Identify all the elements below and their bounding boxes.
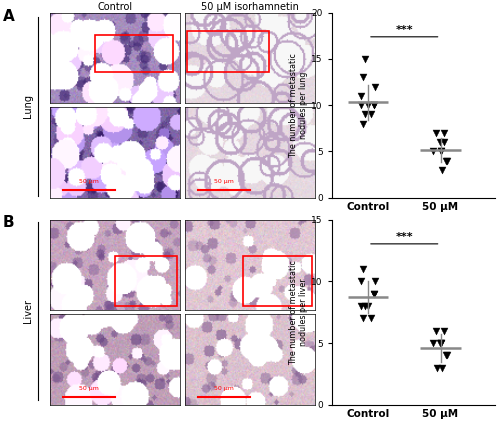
Point <box>368 111 376 118</box>
Point <box>436 340 444 346</box>
Point <box>440 139 448 146</box>
Point <box>357 303 365 310</box>
Point <box>370 83 378 90</box>
Point <box>357 102 365 109</box>
Point <box>437 148 445 155</box>
Text: ***: *** <box>396 232 413 242</box>
Point <box>359 120 367 127</box>
Point <box>437 340 445 346</box>
Text: 50 μm: 50 μm <box>79 386 99 391</box>
Point <box>438 148 446 155</box>
Point <box>358 266 366 273</box>
Point <box>361 55 369 62</box>
Text: 50 μm: 50 μm <box>79 179 99 184</box>
Y-axis label: The number of metastatic
nodules per lung: The number of metastatic nodules per lun… <box>289 53 308 158</box>
Bar <box>115 256 177 306</box>
Point <box>442 157 450 164</box>
Text: ***: *** <box>396 25 413 35</box>
Point <box>443 352 451 359</box>
Point <box>360 111 368 118</box>
Text: A: A <box>2 9 14 23</box>
Bar <box>243 256 312 306</box>
Point <box>370 278 378 285</box>
Title: Control: Control <box>98 2 132 12</box>
Point <box>438 167 446 173</box>
Point <box>432 327 440 334</box>
Text: Lung: Lung <box>22 95 32 118</box>
Point <box>442 352 450 359</box>
Point <box>357 278 365 285</box>
Text: B: B <box>2 215 14 230</box>
Bar <box>188 31 269 72</box>
Text: Liver: Liver <box>22 299 32 323</box>
Y-axis label: The number of metastatic
nodules per liver: The number of metastatic nodules per liv… <box>289 260 308 365</box>
Text: 50 μm: 50 μm <box>214 179 234 184</box>
Point <box>370 291 378 297</box>
Point <box>358 74 366 81</box>
Point <box>436 139 444 146</box>
Point <box>430 340 438 346</box>
Point <box>370 291 378 297</box>
Bar <box>96 35 173 72</box>
Point <box>434 364 442 371</box>
Point <box>430 148 438 155</box>
Text: 50 μm: 50 μm <box>214 386 234 391</box>
Point <box>357 92 365 99</box>
Point <box>438 364 446 371</box>
Point <box>364 303 372 310</box>
Point <box>359 315 367 322</box>
Point <box>368 315 376 322</box>
Point <box>440 327 448 334</box>
Point <box>432 130 440 136</box>
Point <box>364 102 372 109</box>
Point <box>443 157 451 164</box>
Point <box>370 102 378 109</box>
Point <box>360 303 368 310</box>
Point <box>370 102 378 109</box>
Text: n = 10: n = 10 <box>384 231 424 241</box>
Title: 50 μM isorhamnetin: 50 μM isorhamnetin <box>201 2 298 12</box>
Point <box>438 340 446 346</box>
Point <box>440 130 448 136</box>
